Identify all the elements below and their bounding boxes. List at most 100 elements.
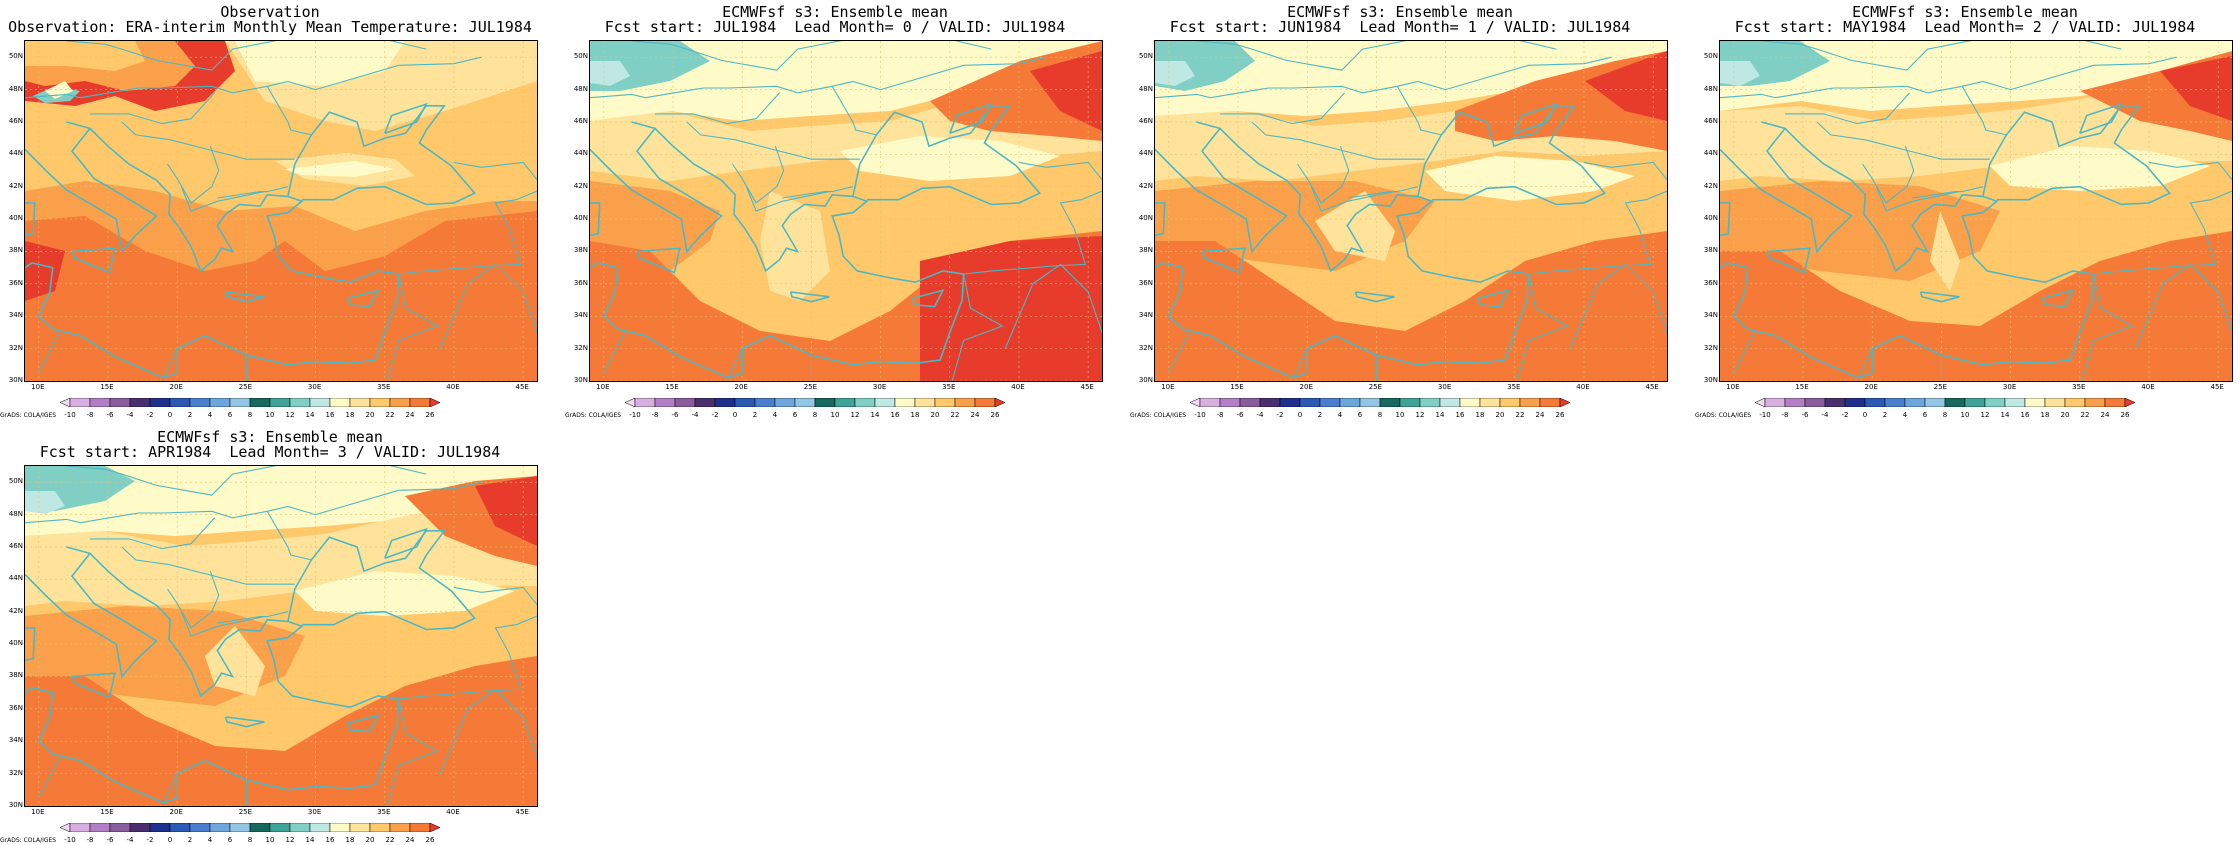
colorbar-tick-label: 8 [812,411,818,419]
longitude-tick-label: 40E [1576,383,1590,391]
colorbar-swatch [369,398,391,407]
colorbar-swatch [734,398,756,407]
colorbar-tick-label: 0 [1862,411,1868,419]
coastline [346,714,380,733]
temperature-map [589,40,1103,382]
colorbar-swatch [349,398,371,407]
colorbar-tick-label: 20 [930,411,940,419]
coastline [346,289,380,308]
colorbar-tick-label: 6 [1357,411,1363,419]
colorbar-tick-label: -2 [146,411,154,419]
colorbar-swatch [894,398,916,407]
latitude-tick-label: 32N [573,343,588,352]
colorbar-swatch [69,398,91,407]
country-border [1297,146,1350,204]
temperature-field [1720,41,2232,381]
colorbar-tick-label: 8 [1377,411,1383,419]
latitude-tick-label: 38N [8,246,23,255]
colorbar-tick-label: -6 [106,411,114,419]
colorbar-swatch [2044,398,2066,407]
colorbar-swatch [714,398,736,407]
colorbar-swatch [1419,398,1441,407]
latitude-tick-label: 48N [1138,84,1153,93]
longitude-tick-label: 45E [515,383,529,391]
colorbar-swatch [1259,398,1281,407]
latitude-tick-label: 44N [573,149,588,158]
country-border [1396,86,1442,136]
colorbar-tick-label: 0 [167,836,173,844]
longitude-tick-label: 45E [1645,383,1659,391]
latitude-tick-label: 42N [8,606,23,615]
grads-credit: GrADS: COLA/IGES [1695,412,1752,419]
colorbar-tick-label: 14 [2000,411,2010,419]
coastline [2041,289,2075,308]
longitude-tick-label: 15E [665,383,679,391]
colorbar-tick-label: 2 [187,836,193,844]
latitude-tick-label: 48N [573,84,588,93]
colorbar-tick-label: -10 [629,411,641,419]
colorbar-tick-label: 10 [265,411,275,419]
temperature-map [24,40,538,382]
country-border [1528,161,1667,275]
colorbar-tick-label: 26 [2120,411,2130,419]
temperature-contour-band [475,476,537,546]
latitude-tick-label: 34N [1703,311,1718,320]
coastline [590,261,965,379]
colorbar-tick-label: 24 [2100,411,2110,419]
country-border [1875,186,1960,212]
colorbar-tick-label: 12 [1415,411,1425,419]
longitude-tick-label: 45E [1080,383,1094,391]
temperature-contour-band [1030,51,1102,131]
colorbar-tick-label: 22 [1515,411,1525,419]
colorbar-swatch [60,398,71,407]
colorbar-tick-label: 4 [1337,411,1343,419]
coastline [1219,127,1529,284]
colorbar-swatch [109,823,131,832]
latitude-tick-label: 46N [1138,116,1153,125]
latitude-tick-label: 40N [8,639,23,648]
colorbar-tick-label: -10 [64,836,76,844]
latitude-tick-label: 36N [573,278,588,287]
temperature-contour-band [590,61,630,86]
panel-title-line1: ECMWFsf s3: Ensemble mean [1852,3,2078,21]
colorbar-tick-label: 2 [752,411,758,419]
country-border [1569,263,1667,349]
latitude-tick-label: 32N [8,768,23,777]
colorbar-swatch [289,398,311,407]
coastline [789,291,830,303]
map-panel-lead0: ECMWFsf s3: Ensemble mean Fcst start: JU… [565,0,1105,420]
temperature-contour-band [25,241,65,301]
colorbar-tick-label: 22 [950,411,960,419]
coastline [1720,261,2095,379]
latitude-tick-label: 40N [8,214,23,223]
latitude-tick-label: 40N [1138,214,1153,223]
colorbar-tick-label: -6 [106,836,114,844]
country-border [2081,273,2134,381]
longitude-tick-label: 30E [307,383,322,391]
colorbar-tick-label: 20 [2060,411,2070,419]
country-border [167,571,220,629]
panel-title-line1: Observation [220,3,320,21]
temperature-contour-band [1585,51,1667,121]
country-border [1310,186,1395,212]
longitude-tick-label: 40E [2141,383,2155,391]
coastline [89,127,399,284]
country-border [1720,56,2177,99]
colorbar-tick-label: -2 [146,836,154,844]
colorbar-tick-label: 6 [792,411,798,419]
longitude-tick-label: 25E [238,808,253,816]
coastline [1201,247,1246,274]
coastline [1919,291,1960,303]
colorbar-swatch [1804,398,1826,407]
colorbar-tick-label: 26 [425,836,435,844]
longitude-tick-label: 30E [307,808,322,816]
colorbar-swatch [794,398,816,407]
panel-title-line1: ECMWFsf s3: Ensemble mean [157,428,383,446]
colorbar-tick-label: 14 [305,836,315,844]
country-border [1733,332,1756,374]
colorbar-tick-label: 20 [365,836,375,844]
coastline [852,105,1041,206]
colorbar-swatch [389,823,411,832]
country-border [38,757,61,799]
panel-title-line1: ECMWFsf s3: Ensemble mean [722,3,948,21]
